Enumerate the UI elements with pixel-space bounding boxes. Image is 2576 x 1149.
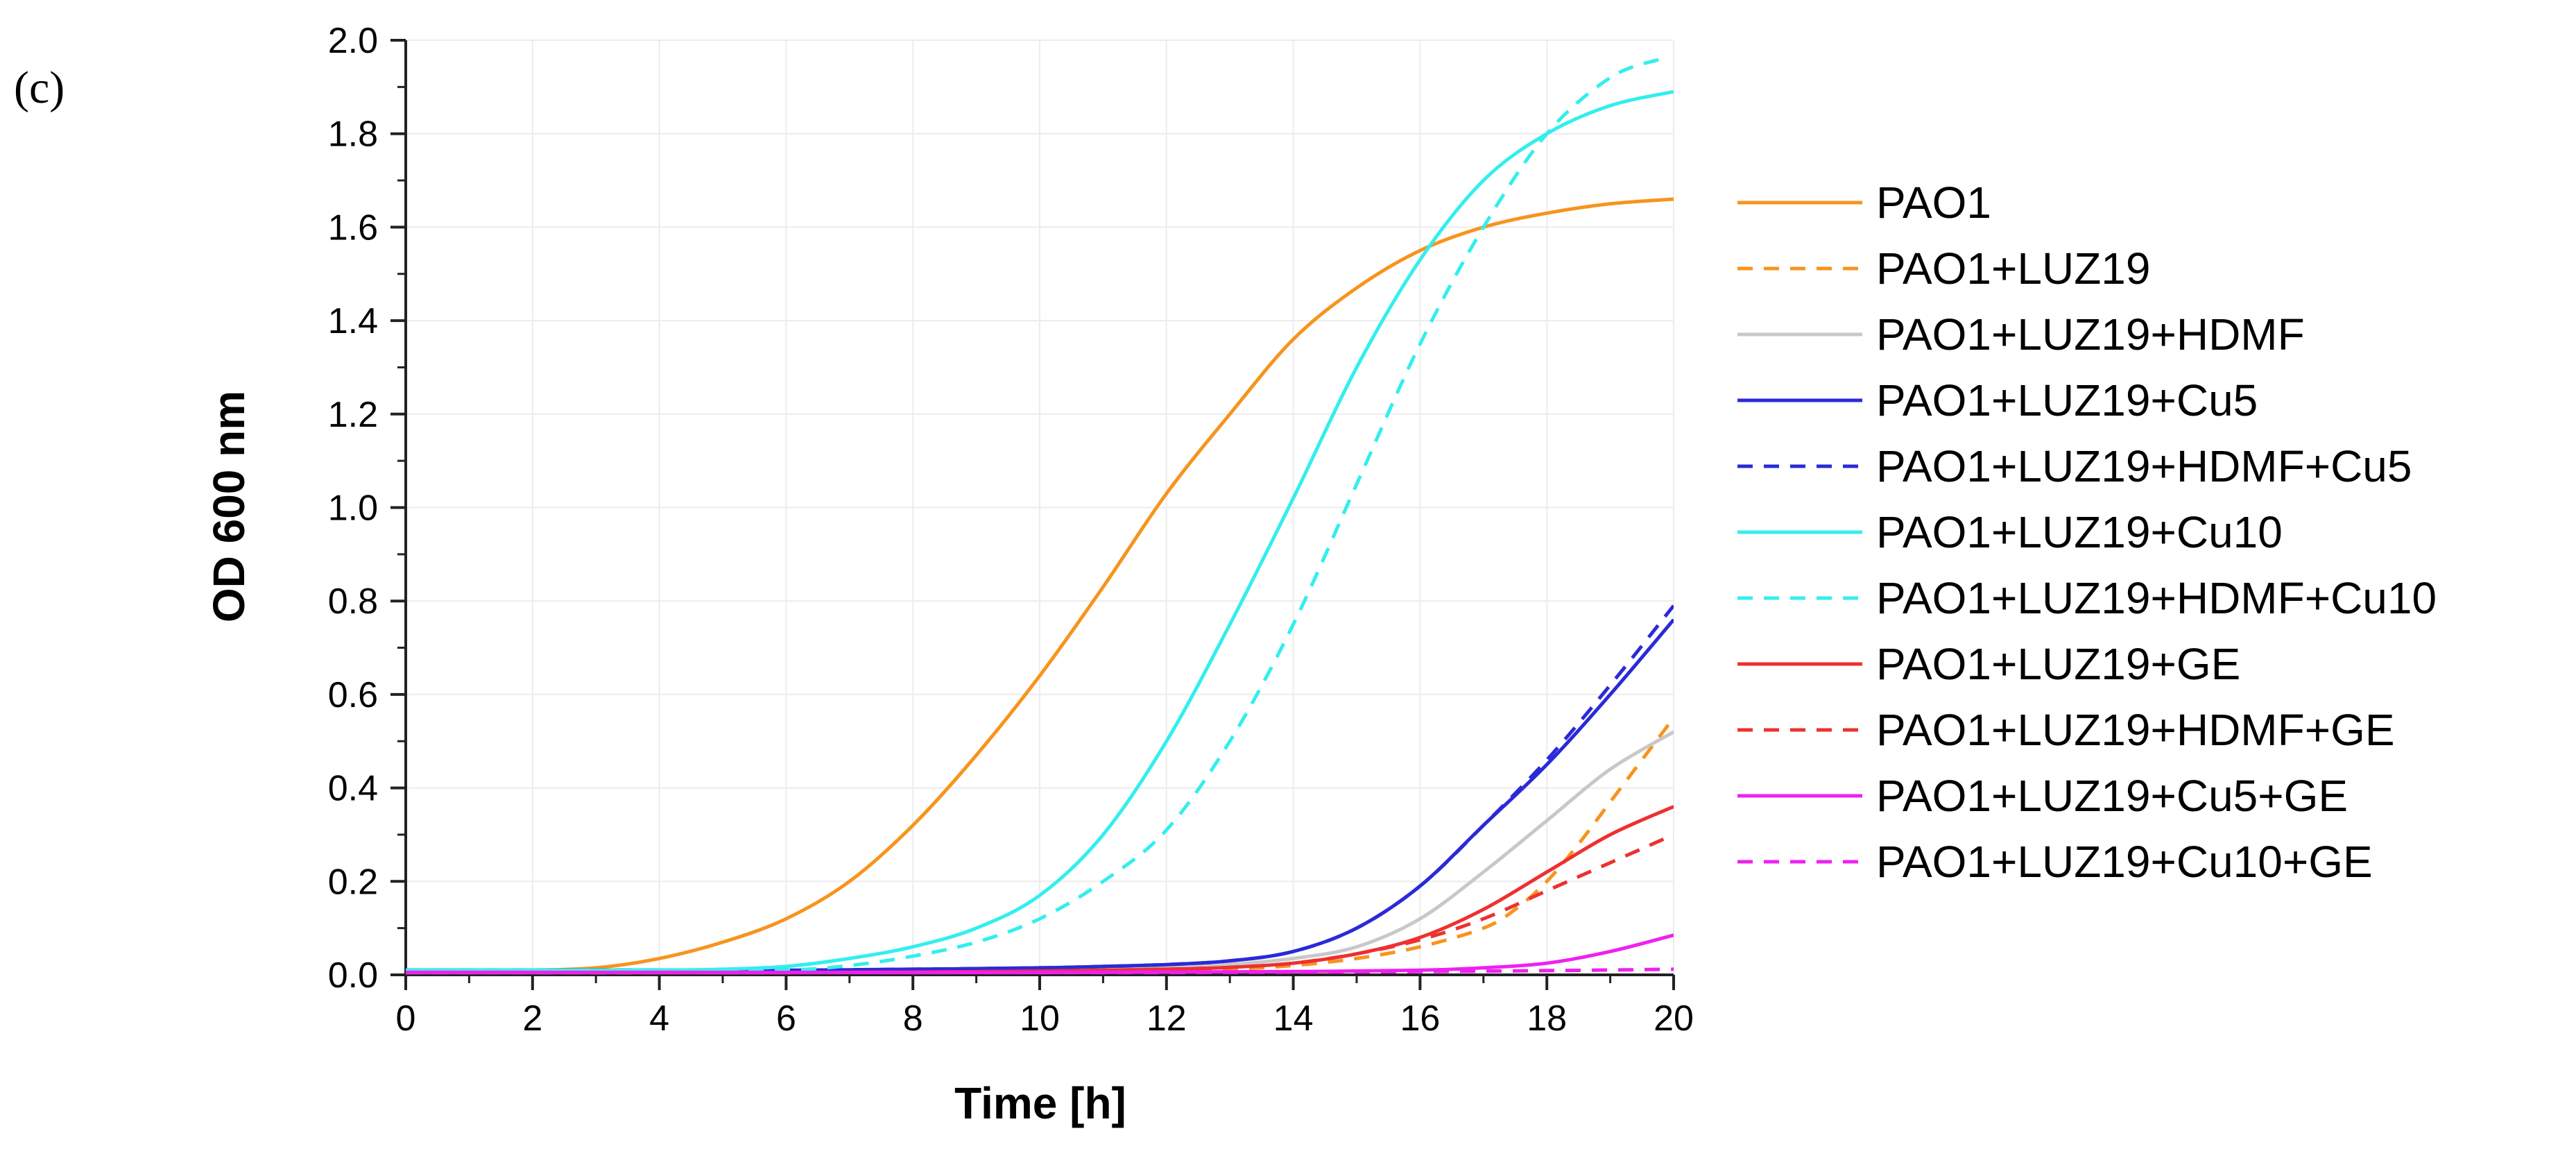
panel-label: (c) — [14, 62, 65, 113]
x-tick-label-2: 2 — [522, 998, 542, 1039]
y-tick-label-8: 1.6 — [328, 207, 378, 248]
plot-area: 0 2 4 6 8 10 12 14 16 18 20 0.0 0.2 0.4 0.6 0.8 1.0 1.2 1.… — [328, 21, 1694, 1039]
legend-label-pao1-luz19-hdmf-cu10: PAO1+LUZ19+HDMF+Cu10 — [1876, 573, 2437, 623]
x-tick-label-12: 12 — [1147, 998, 1187, 1039]
y-tick-label-0: 0.0 — [328, 955, 378, 996]
legend-label-pao1-luz19: PAO1+LUZ19 — [1876, 244, 2150, 293]
x-tick-label-10: 10 — [1020, 998, 1060, 1039]
x-axis-title: Time [h] — [954, 1078, 1126, 1128]
series-group — [406, 57, 1674, 975]
legend-label-pao1: PAO1 — [1876, 178, 1991, 228]
x-tick-label-18: 18 — [1527, 998, 1567, 1039]
legend-label-pao1-luz19-ge: PAO1+LUZ19+GE — [1876, 639, 2240, 689]
x-tick-label-14: 14 — [1273, 998, 1314, 1039]
legend-label-pao1-luz19-cu10: PAO1+LUZ19+Cu10 — [1876, 507, 2283, 557]
series-line-pao1 — [406, 197, 1674, 973]
y-tick-label-9: 1.8 — [328, 114, 378, 155]
legend-label-pao1-luz19-hdmf: PAO1+LUZ19+HDMF — [1876, 309, 2305, 359]
x-tick-label-16: 16 — [1400, 998, 1440, 1039]
y-tick-label-4: 0.8 — [328, 581, 378, 622]
series-line-pao1-luz19-hdmf-ge — [406, 833, 1674, 975]
y-tick-label-2: 0.4 — [328, 769, 378, 809]
y-tick-label-3: 0.6 — [328, 675, 378, 715]
series-line-pao1-luz19-cu10-ge — [406, 967, 1674, 975]
y-tick-label-7: 1.4 — [328, 301, 378, 341]
series-line-pao1-luz19 — [406, 717, 1674, 975]
legend-label-pao1-luz19-hdmf-ge: PAO1+LUZ19+HDMF+GE — [1876, 705, 2395, 755]
x-tick-label-6: 6 — [776, 998, 796, 1039]
x-tick-label-0: 0 — [396, 998, 416, 1039]
x-tick-label-20: 20 — [1654, 998, 1694, 1039]
legend-label-pao1-luz19-hdmf-cu5: PAO1+LUZ19+HDMF+Cu5 — [1876, 441, 2412, 491]
legend-label-pao1-luz19-cu10-ge: PAO1+LUZ19+Cu10+GE — [1876, 837, 2373, 887]
series-line-pao1-luz19-cu10 — [406, 90, 1674, 972]
legend: PAO1 PAO1+LUZ19 PAO1+LUZ19+HDMF PAO1+LUZ19+… — [1737, 178, 2437, 887]
x-tick-label-4: 4 — [649, 998, 669, 1039]
y-axis-title: OD 600 nm — [204, 391, 254, 622]
y-tick-label-1: 0.2 — [328, 862, 378, 902]
y-tick-label-10: 2.0 — [328, 21, 378, 61]
x-tick-label-8: 8 — [903, 998, 923, 1039]
y-tick-label-6: 1.2 — [328, 395, 378, 435]
y-tick-label-5: 1.0 — [328, 488, 378, 529]
legend-label-pao1-luz19-cu5: PAO1+LUZ19+Cu5 — [1876, 375, 2258, 425]
legend-label-pao1-luz19-cu5-ge: PAO1+LUZ19+Cu5+GE — [1876, 771, 2348, 821]
